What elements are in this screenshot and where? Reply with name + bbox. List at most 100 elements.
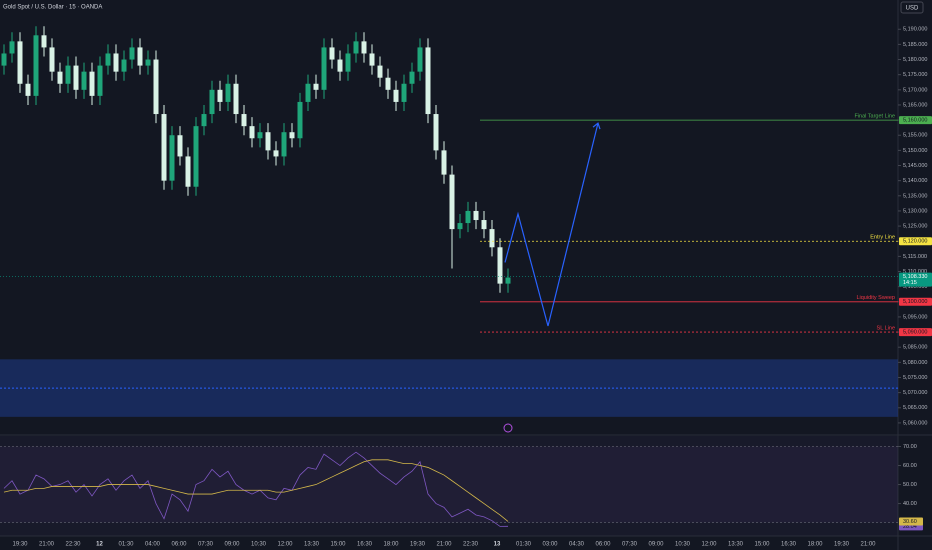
candle-body: [425, 47, 431, 115]
rsi-value-label: 28.04: [903, 524, 917, 530]
x-tick-label: 12:00: [701, 542, 717, 548]
candle-body: [353, 41, 359, 54]
y-tick-label: 5,075.000: [903, 375, 927, 381]
last-price-box: [899, 272, 932, 287]
y-tick-label: 5,150.000: [903, 148, 927, 154]
candle-body: [449, 174, 455, 230]
y-tick-label: 5,125.000: [903, 224, 927, 230]
x-tick-label: 18:00: [807, 542, 823, 548]
candle-body: [137, 47, 143, 66]
candle-body: [441, 150, 447, 175]
candle-body: [249, 126, 255, 139]
candle-body: [9, 41, 15, 54]
rsi-line: [3, 451, 509, 527]
y-tick-label: 5,110.000: [903, 269, 927, 275]
y-tick-label: 5,085.000: [903, 345, 927, 351]
level-label: Final Target Line: [854, 114, 895, 120]
x-tick-label: 06:00: [595, 542, 611, 548]
y-tick-label: 5,155.000: [903, 133, 927, 139]
candle-body: [329, 47, 335, 60]
y-tick-label: 5,130.000: [903, 208, 927, 214]
x-tick-label: 01:30: [118, 542, 134, 548]
price-box: [899, 116, 932, 125]
candle-body: [129, 47, 135, 60]
price-box: [899, 297, 932, 306]
x-tick-label: 21:00: [39, 542, 55, 548]
candle-body: [361, 41, 367, 54]
rsi-tick-label: 40.00: [903, 501, 917, 507]
candle-body: [281, 132, 287, 157]
candle-body: [97, 65, 103, 96]
candle-body: [33, 35, 39, 96]
candle-body: [177, 135, 183, 157]
y-tick-label: 5,145.000: [903, 163, 927, 169]
x-tick-label: 16:30: [781, 542, 797, 548]
candle-body: [241, 114, 247, 127]
x-tick-label: 13:30: [304, 542, 320, 548]
y-tick-label: 5,105.000: [903, 284, 927, 290]
candle-body: [305, 83, 311, 102]
candle-body: [481, 220, 487, 230]
alert-icon[interactable]: [503, 423, 513, 433]
y-tick-label: 5,080.000: [903, 360, 927, 366]
x-tick-label: 21:00: [860, 542, 876, 548]
candle-body: [49, 47, 55, 72]
x-tick-label: 01:30: [516, 542, 532, 548]
y-tick-label: 5,185.000: [903, 42, 927, 48]
candle-body: [225, 83, 231, 102]
candle-body: [489, 229, 495, 248]
rsi-value-box: [899, 517, 923, 526]
y-tick-label: 5,165.000: [903, 102, 927, 108]
candle-body: [201, 114, 207, 127]
x-tick-label: 19:30: [410, 542, 426, 548]
candle-body: [81, 71, 87, 90]
candle-body: [273, 150, 279, 157]
candle-body: [337, 59, 343, 72]
x-tick-label: 19:30: [12, 542, 28, 548]
level-label: Entry Line: [870, 235, 895, 241]
candle-body: [25, 83, 31, 96]
rsi-tick-label: 70.00: [903, 444, 917, 450]
x-tick-label: 22:30: [463, 542, 479, 548]
candle-body: [161, 114, 167, 181]
x-tick-label: 03:00: [542, 542, 558, 548]
candle-body: [65, 65, 71, 84]
currency[interactable]: USD: [906, 6, 919, 12]
y-tick-label: 5,175.000: [903, 72, 927, 78]
y-tick-label: 5,115.000: [903, 254, 927, 260]
x-tick-label: 09:00: [648, 542, 664, 548]
x-tick-label: 22:30: [65, 542, 81, 548]
y-tick-label: 5,060.000: [903, 420, 927, 426]
price-box: [899, 237, 932, 246]
candle-body: [1, 53, 7, 66]
candle-body: [433, 114, 439, 151]
candle-body: [369, 53, 375, 66]
candle-body: [313, 83, 319, 90]
x-tick-label: 12:00: [277, 542, 293, 548]
x-tick-label: 07:30: [198, 542, 214, 548]
price-box: [899, 328, 932, 337]
rsi-line: [3, 459, 509, 522]
x-tick-label: 18:00: [383, 542, 399, 548]
candle-body: [169, 135, 175, 181]
candle-body: [345, 53, 351, 72]
candle-body: [233, 83, 239, 115]
price-box-label: 5,100.000: [903, 299, 927, 305]
x-tick-label: 04:30: [569, 542, 585, 548]
candle-body: [185, 156, 191, 187]
level-label: Liquidity Sweep: [856, 295, 895, 301]
candle-body: [465, 210, 471, 224]
y-tick-label: 5,170.000: [903, 87, 927, 93]
currency-button[interactable]: [900, 1, 924, 14]
y-tick-label: 5,070.000: [903, 390, 927, 396]
countdown: 14:15: [903, 280, 917, 286]
candle-body: [473, 210, 479, 221]
candle-body: [393, 89, 399, 102]
candle-body: [289, 132, 295, 139]
x-tick-label: 07:30: [622, 542, 638, 548]
x-tick-label: 06:00: [171, 542, 187, 548]
candle-body: [17, 41, 23, 84]
candle-body: [257, 132, 263, 139]
candle-body: [57, 71, 63, 84]
x-tick-label: 15:00: [330, 542, 346, 548]
